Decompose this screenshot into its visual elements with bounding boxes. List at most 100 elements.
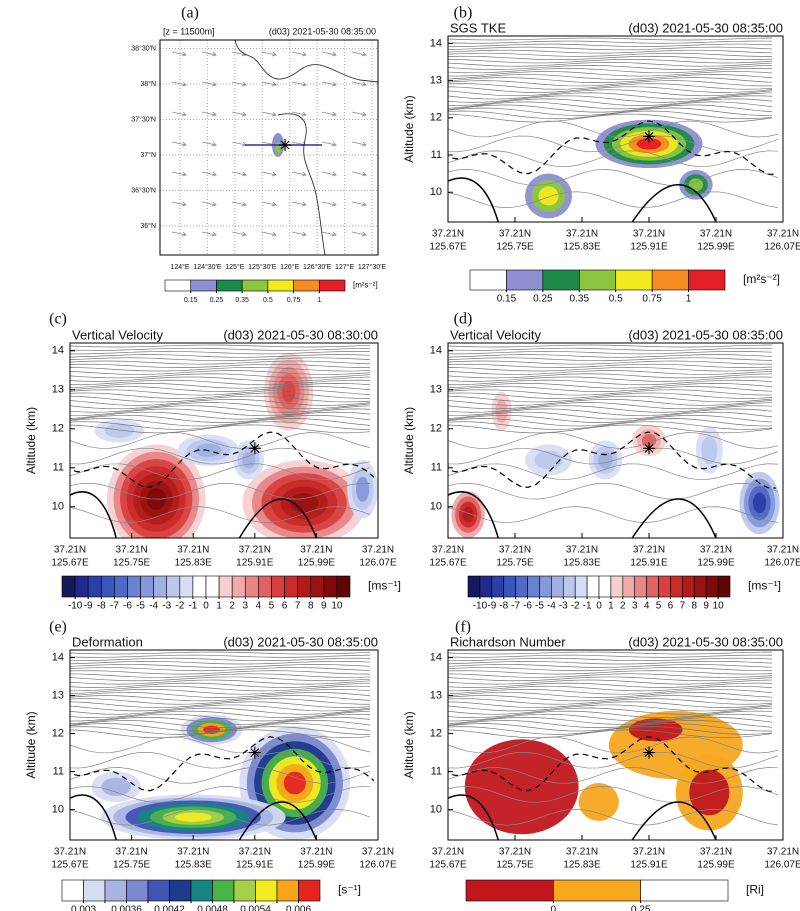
x-tick-label: 126.07E — [359, 558, 397, 569]
wind-arrow — [291, 51, 307, 57]
colorbar-label: 0.75 — [287, 297, 301, 304]
isentrope — [70, 701, 371, 708]
colorbar-label: -4 — [547, 601, 556, 612]
colorbar-swatch — [192, 575, 207, 598]
x-tick-label: 125.67E — [429, 558, 467, 569]
y-tick-label: 13 — [430, 690, 442, 702]
x-tick-label: 125.91E — [236, 558, 274, 569]
colorbar-label: 0.25 — [533, 294, 553, 305]
panel-label: (b) — [454, 5, 473, 22]
colorbar-label: 5 — [656, 601, 662, 612]
colorbar-swatch — [622, 575, 636, 598]
isentrope — [70, 482, 371, 500]
isentrope — [70, 363, 371, 368]
wind-arrow — [321, 201, 337, 207]
isentrope — [70, 347, 371, 351]
isentrope — [448, 347, 773, 351]
isentrope — [448, 135, 779, 153]
colorbar-swatch — [61, 575, 76, 598]
shading — [752, 492, 767, 514]
y-tick-label: 36°N — [140, 222, 156, 230]
colorbar-label: 9 — [321, 601, 327, 612]
isentrope — [448, 55, 773, 61]
colorbar-label: 10 — [331, 601, 343, 612]
isentrope — [448, 482, 779, 500]
colorbar-label: -2 — [175, 601, 184, 612]
isentrope — [448, 150, 779, 167]
isentrope — [448, 52, 773, 57]
isentrope — [448, 688, 773, 695]
contour-solid — [448, 794, 499, 840]
colorbar-swatch — [298, 879, 321, 902]
isentrope — [70, 432, 371, 449]
contour-solid — [70, 794, 117, 840]
colorbar-swatch — [574, 575, 588, 598]
isentrope — [70, 399, 371, 406]
plot-area — [448, 651, 779, 840]
isentrope — [448, 360, 773, 365]
isentrope — [70, 679, 371, 685]
wind-arrow — [231, 231, 247, 237]
isentrope — [448, 676, 773, 682]
colorbar-label: 0.35 — [570, 294, 590, 305]
isentrope — [448, 411, 773, 420]
colorbar-label: -1 — [583, 601, 592, 612]
isentrope — [448, 351, 773, 355]
contour-solid — [238, 498, 318, 538]
shading — [598, 451, 613, 469]
subtitle: (d03) 2021-05-30 08:35:00 — [628, 20, 783, 35]
isentrope — [448, 651, 773, 655]
tropopause-dashed — [448, 120, 777, 175]
colorbar-label: 0.25 — [631, 905, 651, 911]
colorbar-swatch — [310, 575, 325, 598]
isentrope — [70, 357, 371, 362]
colorbar-label: 7 — [295, 601, 301, 612]
x-tick-label: 124°30′E — [193, 263, 222, 271]
x-tick-label: 37.21N — [499, 545, 531, 556]
colorbar-label: 0.35 — [235, 297, 249, 304]
isentrope — [448, 77, 773, 83]
isentrope — [448, 101, 773, 110]
isentrope — [448, 357, 773, 362]
isentrope — [70, 373, 371, 379]
y-tick-label: 14 — [430, 345, 442, 357]
isentrope — [70, 667, 371, 672]
colorbar-swatch — [147, 879, 170, 902]
x-tick-label: 37.21N — [54, 545, 86, 556]
wind-arrow — [171, 111, 187, 117]
wind-arrow — [171, 51, 187, 57]
isentrope — [448, 808, 779, 826]
x-tick-label: 37.21N — [566, 229, 598, 240]
contour-solid — [448, 177, 499, 222]
colorbar-label: 10 — [713, 601, 725, 612]
colorbar-label: 8 — [308, 601, 314, 612]
isentrope — [70, 673, 371, 678]
colorbar-swatch — [465, 879, 554, 902]
colorbar-swatch — [241, 279, 269, 292]
isentrope — [448, 447, 779, 465]
wind-arrow — [351, 141, 367, 147]
colorbar-label: 8 — [691, 601, 697, 612]
colorbar-swatch — [640, 879, 729, 902]
isentrope — [448, 89, 773, 97]
contour-solid — [631, 498, 717, 538]
colorbar-label: 0.15 — [184, 297, 198, 304]
x-tick-label: 126.07E — [359, 860, 397, 871]
isentrope — [448, 107, 773, 116]
isentrope — [70, 729, 371, 739]
y-tick-label: 13 — [430, 384, 442, 396]
y-tick-label: 11 — [53, 462, 64, 474]
x-tick-label: 125.99E — [697, 860, 735, 871]
x-tick-label: 37.21N — [767, 229, 799, 240]
y-tick-label: 13 — [430, 75, 442, 87]
colorbar-swatch — [140, 575, 154, 598]
wind-arrow — [291, 171, 307, 177]
panel-title: Deformation — [72, 634, 143, 649]
isentrope — [70, 676, 371, 682]
isentrope — [448, 463, 779, 480]
isentrope — [448, 113, 773, 123]
contour-solid — [70, 491, 117, 538]
x-tick-label: 125.99E — [697, 242, 735, 253]
y-axis-label: Altitude (km) — [24, 711, 38, 778]
